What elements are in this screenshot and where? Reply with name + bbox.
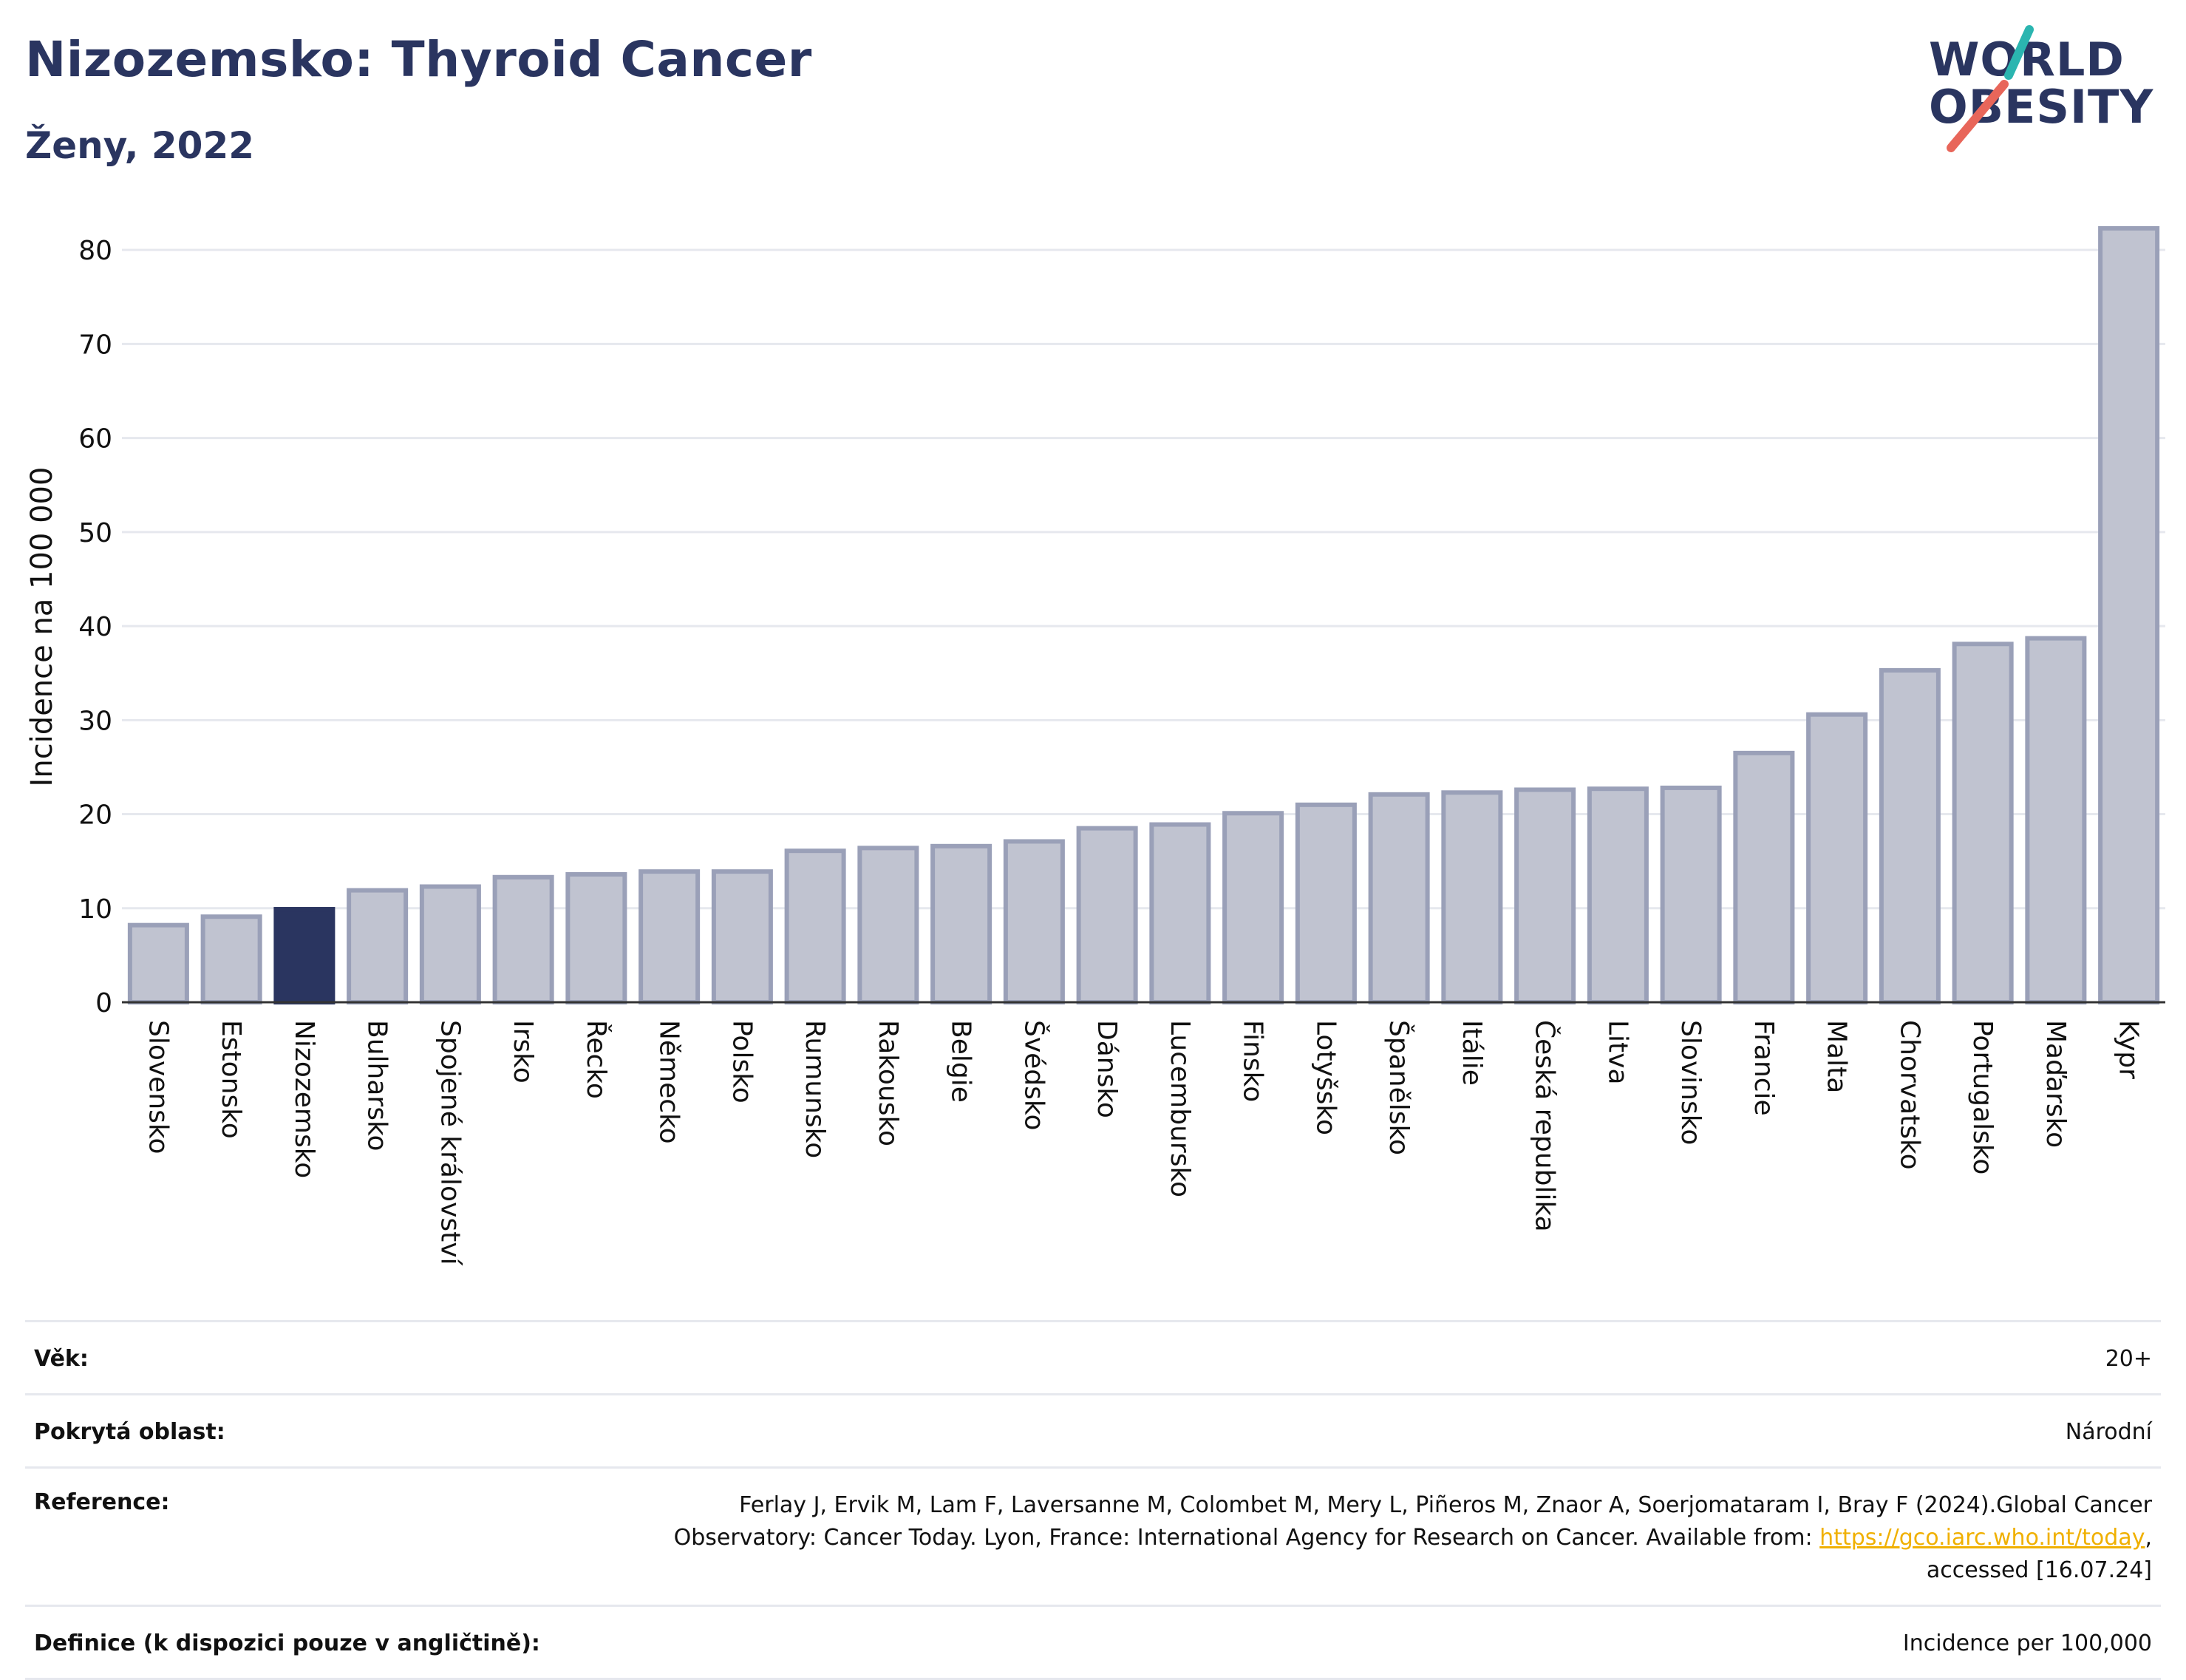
x-tick-label: Litva bbox=[1602, 1020, 1632, 1085]
x-tick-label: Belgie bbox=[946, 1020, 976, 1103]
bar-Slovensko[interactable] bbox=[127, 922, 189, 1005]
x-tick-label: Itálie bbox=[1457, 1020, 1487, 1086]
y-tick-label: 30 bbox=[78, 706, 112, 736]
x-tick-label: Švédsko bbox=[1018, 1020, 1049, 1131]
reference-line-2: Observatory: Cancer Today. Lyon, France:… bbox=[673, 1525, 1820, 1551]
y-tick-label: 50 bbox=[78, 518, 112, 548]
info-label-definition: Definice (k dispozici pouze v angličtině… bbox=[34, 1630, 540, 1656]
x-tick-label: Lucembursko bbox=[1165, 1020, 1195, 1197]
y-tick-label: 40 bbox=[78, 612, 112, 642]
x-tick-label: Rumunsko bbox=[800, 1020, 830, 1158]
y-axis-label: Incidence na 100 000 bbox=[25, 467, 59, 787]
reference-line-1: Ferlay J, Ervik M, Lam F, Laversanne M, … bbox=[739, 1492, 2152, 1518]
bar-Finsko[interactable] bbox=[1222, 811, 1284, 1005]
info-label-reference: Reference: bbox=[34, 1489, 170, 1515]
x-tick-label: Lotyšsko bbox=[1310, 1020, 1341, 1135]
bar-Kypr[interactable] bbox=[2098, 225, 2160, 1005]
x-tick-label: Portugalsko bbox=[1967, 1020, 1998, 1174]
bars bbox=[127, 225, 2160, 1005]
bar-Dánsko[interactable] bbox=[1076, 826, 1138, 1005]
x-tick-label: Německo bbox=[654, 1020, 684, 1144]
info-value-reference: Ferlay J, Ervik M, Lam F, Laversanne M, … bbox=[674, 1489, 2152, 1587]
y-tick-label: 70 bbox=[78, 330, 112, 360]
info-row-age: Věk: 20+ bbox=[25, 1320, 2161, 1393]
chart-title: Nizozemsko: Thyroid Cancer bbox=[25, 31, 812, 88]
bar-Slovinsko[interactable] bbox=[1660, 785, 1722, 1005]
x-tick-label: Spojené království bbox=[435, 1020, 465, 1266]
bar-Lucembursko[interactable] bbox=[1149, 822, 1211, 1004]
info-row-reference: Reference: Ferlay J, Ervik M, Lam F, Lav… bbox=[25, 1466, 2161, 1605]
bar-Francie[interactable] bbox=[1733, 750, 1795, 1004]
y-tick-label: 20 bbox=[78, 800, 112, 831]
bar-Švédsko[interactable] bbox=[1003, 839, 1065, 1004]
bar-Řecko[interactable] bbox=[565, 871, 627, 1005]
reference-line-3: accessed [16.07.24] bbox=[1926, 1557, 2152, 1583]
x-tick-label: Irsko bbox=[508, 1020, 538, 1084]
logo-slash-bottom bbox=[1947, 80, 2009, 152]
y-tick-label: 0 bbox=[95, 988, 112, 1018]
x-tick-label: Nizozemsko bbox=[289, 1020, 319, 1178]
x-tick-label: Polsko bbox=[726, 1020, 757, 1103]
info-label-age: Věk: bbox=[34, 1346, 89, 1372]
x-tick-label: Dánsko bbox=[1092, 1020, 1122, 1118]
bar-Estonsko[interactable] bbox=[200, 914, 262, 1004]
info-value-age: 20+ bbox=[2105, 1346, 2152, 1372]
x-tick-label: Rakousko bbox=[873, 1020, 903, 1146]
tick-labels: 0 10 20 30 40 50 60 70 80 Slovensko Estonsko Nizoze… bbox=[25, 236, 2144, 1265]
info-value-coverage: Národní bbox=[2065, 1419, 2152, 1445]
reference-line-2-end: , bbox=[2145, 1525, 2152, 1551]
info-row-coverage: Pokrytá oblast: Národní bbox=[25, 1393, 2161, 1466]
y-tick-label: 80 bbox=[78, 236, 112, 266]
bar-Česká republika[interactable] bbox=[1514, 787, 1576, 1004]
x-tick-label: Česká republika bbox=[1530, 1020, 1561, 1232]
info-table: Věk: 20+ Pokrytá oblast: Národní Referen… bbox=[25, 1320, 2161, 1680]
x-tick-label: Chorvatsko bbox=[1894, 1020, 1924, 1170]
x-tick-label: Estonsko bbox=[216, 1020, 246, 1139]
reference-link[interactable]: https://gco.iarc.who.int/today bbox=[1819, 1525, 2145, 1551]
bar-Maďarsko[interactable] bbox=[2025, 636, 2087, 1004]
bar-Německo[interactable] bbox=[639, 869, 701, 1004]
bar-Chorvatsko[interactable] bbox=[1879, 667, 1941, 1005]
info-row-definition: Definice (k dispozici pouze v angličtině… bbox=[25, 1605, 2161, 1680]
y-tick-label: 10 bbox=[78, 894, 112, 925]
bar-Portugalsko[interactable] bbox=[1952, 642, 2014, 1004]
bar-Itálie[interactable] bbox=[1441, 790, 1503, 1005]
x-tick-label: Francie bbox=[1749, 1020, 1779, 1116]
x-tick-label: Malta bbox=[1822, 1020, 1852, 1093]
grid-lines bbox=[122, 248, 2165, 910]
bar-Lotyšsko[interactable] bbox=[1295, 802, 1357, 1004]
bar-Irsko[interactable] bbox=[492, 874, 554, 1004]
bar-Litva[interactable] bbox=[1587, 786, 1649, 1004]
bar-Malta[interactable] bbox=[1806, 712, 1868, 1004]
bar-Belgie[interactable] bbox=[930, 843, 992, 1004]
chart-subtitle: Ženy, 2022 bbox=[25, 124, 255, 167]
y-tick-label: 60 bbox=[78, 424, 112, 455]
x-tick-label: Řecko bbox=[581, 1020, 612, 1099]
logo-slash-icon bbox=[1947, 25, 2034, 152]
x-tick-label: Kypr bbox=[2114, 1020, 2144, 1079]
world-obesity-logo: WORLD OBESITY bbox=[1929, 22, 2173, 155]
logo-slash-top bbox=[2004, 25, 2034, 80]
x-tick-label: Finsko bbox=[1238, 1020, 1268, 1102]
bar-Španělsko[interactable] bbox=[1368, 792, 1430, 1004]
info-value-definition: Incidence per 100,000 bbox=[1902, 1630, 2152, 1656]
info-label-coverage: Pokrytá oblast: bbox=[34, 1419, 225, 1445]
x-tick-label: Španělsko bbox=[1383, 1020, 1414, 1155]
bar-Spojené království[interactable] bbox=[419, 884, 481, 1004]
x-tick-label: Maďarsko bbox=[2040, 1020, 2071, 1148]
bar-Rumunsko[interactable] bbox=[784, 848, 846, 1004]
bar-Rakousko[interactable] bbox=[857, 846, 919, 1005]
bar-Polsko[interactable] bbox=[711, 869, 773, 1004]
x-tick-label: Slovinsko bbox=[1675, 1020, 1706, 1145]
x-tick-label: Slovensko bbox=[143, 1020, 173, 1154]
bar-Nizozemsko[interactable] bbox=[273, 907, 336, 1005]
x-tick-label: Bulharsko bbox=[362, 1020, 392, 1152]
bar-chart: 0 10 20 30 40 50 60 70 80 Slovensko Estonsko Nizoze… bbox=[25, 225, 2165, 1266]
bar-Bulharsko[interactable] bbox=[347, 888, 409, 1004]
